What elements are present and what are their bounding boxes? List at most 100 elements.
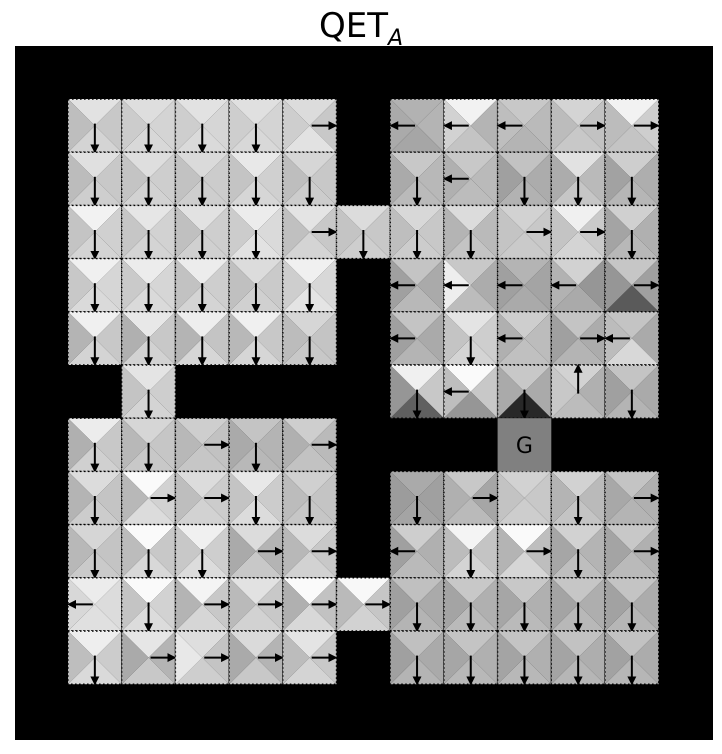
cell-shade-up [390, 631, 444, 658]
cell-shade-up [390, 365, 444, 392]
cell-shade-right [417, 631, 444, 685]
cell-shade-up [229, 471, 283, 498]
cell-shade-up [390, 524, 444, 552]
cell-shade-left [282, 524, 310, 578]
maze-cell [174, 417, 231, 473]
cell-shade-left [175, 99, 203, 153]
cell-shade-right [202, 99, 230, 153]
cell-shade-left [121, 577, 149, 631]
maze-cell [389, 204, 445, 260]
maze-cell [604, 204, 660, 260]
cell-shade-down [443, 285, 498, 312]
cell-shade-up [551, 152, 605, 179]
cell-shade-right [309, 311, 337, 365]
cell-shade-left [229, 311, 256, 365]
cell-border [174, 98, 230, 153]
cell-shade-left [605, 99, 632, 153]
cell-shade-up [443, 524, 498, 552]
cell-shade-up [282, 311, 337, 339]
cell-shade-up [605, 205, 659, 232]
cell-shade-up [121, 471, 176, 498]
maze-cell [120, 523, 177, 580]
cell-shade-right [94, 311, 122, 365]
cell-shade-down [390, 285, 444, 312]
maze-cell [228, 257, 284, 314]
cell-shade-up [68, 311, 122, 339]
cell-shade-right [309, 258, 337, 312]
cell-shade-up [390, 205, 444, 232]
cell-border [120, 364, 177, 419]
cell-shade-up [336, 205, 391, 232]
cell-shade-down [443, 125, 498, 153]
cell-shade-left [605, 258, 632, 312]
maze-cell [443, 630, 499, 686]
cell-shade-left [336, 577, 364, 631]
cell-shade-right [524, 365, 552, 419]
cell-shade-up [121, 524, 176, 552]
cell-shade-left [68, 631, 95, 685]
maze-cell [442, 364, 499, 419]
maze-cell [496, 523, 553, 579]
maze-cell [443, 577, 499, 633]
cell-shade-down [121, 657, 176, 685]
cell-shade-down [443, 178, 498, 206]
cell-shade-left [336, 205, 364, 259]
cell-shade-right [524, 471, 552, 525]
cell-shade-left [121, 258, 149, 312]
cell-shade-left [68, 418, 95, 472]
cell-border [604, 311, 660, 366]
cell-shade-up [497, 258, 552, 286]
cell-shade-up [551, 311, 605, 339]
cell-shade-right [631, 152, 659, 206]
cell-shade-down [551, 338, 605, 365]
cell-shade-down [282, 125, 337, 153]
maze-cell [550, 577, 606, 633]
maze-cell [496, 470, 553, 526]
cell-shade-down [175, 498, 230, 525]
cell-shade-up [229, 577, 283, 605]
maze-cell [282, 630, 338, 685]
cell-shade-right [470, 524, 498, 578]
cell-shade-up [121, 99, 176, 126]
cell-shade-down [605, 285, 659, 312]
cell-shade-down [443, 391, 498, 419]
cell-shade-right [148, 418, 176, 472]
cell-border [282, 257, 338, 313]
cell-shade-right [578, 152, 605, 206]
maze-cell [604, 257, 660, 313]
cell-shade-left [551, 152, 579, 206]
cell-shade-right [148, 152, 176, 206]
cell-shade-left [605, 524, 632, 578]
cell-shade-left [229, 418, 256, 472]
cell-shade-left [175, 258, 203, 312]
cell-shade-right [94, 99, 122, 153]
cell-border [174, 311, 230, 366]
cell-shade-down [443, 498, 498, 525]
cell-shade-left [175, 471, 203, 525]
cell-shade-up [390, 258, 444, 286]
cell-shade-left [121, 418, 149, 472]
maze-cell [120, 577, 177, 633]
cell-shade-up [497, 524, 552, 552]
maze-cell [496, 204, 553, 260]
cell-shade-up [229, 99, 283, 126]
cell-shade-up [551, 524, 605, 552]
cell-shade-right [94, 258, 122, 312]
maze-cell [67, 630, 123, 686]
maze-cell [120, 204, 177, 260]
cell-shade-left [497, 577, 525, 631]
maze-cell [443, 204, 499, 260]
cell-shade-up [229, 418, 283, 445]
cell-shade-right [363, 205, 391, 259]
maze-cell [282, 470, 338, 526]
cell-shade-down [390, 338, 444, 365]
cell-shade-left [282, 205, 310, 259]
cell-shade-up [497, 205, 552, 232]
maze-cell [228, 311, 284, 367]
cell-shade-up [336, 577, 391, 605]
cell-shade-up [229, 258, 283, 286]
cell-shade-up [229, 524, 283, 552]
cell-shade-right [148, 524, 176, 578]
cell-shade-left [229, 99, 256, 153]
maze-cell [228, 470, 284, 526]
